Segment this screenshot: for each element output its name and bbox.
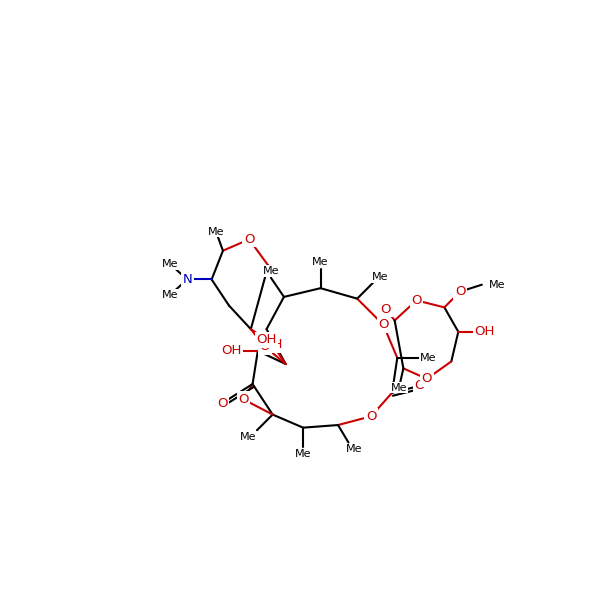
Text: Me: Me [240,432,256,442]
Text: OH: OH [256,333,277,346]
Text: Me: Me [263,266,279,276]
Text: O: O [378,318,389,331]
Text: O: O [455,285,465,298]
Text: OH: OH [221,344,242,358]
Text: Me: Me [313,257,329,267]
Text: OH: OH [474,325,494,338]
Text: Me: Me [346,445,362,454]
Text: O: O [244,233,254,246]
Text: OH: OH [262,338,283,352]
Text: Me: Me [391,383,407,392]
Text: Me: Me [489,280,505,290]
Text: Me: Me [295,449,311,459]
Text: O: O [381,302,391,316]
Text: O: O [260,340,270,353]
Text: Me: Me [161,290,178,300]
Text: O: O [238,393,248,406]
Text: N: N [182,273,192,286]
Text: O: O [366,410,376,423]
Text: O: O [217,397,227,410]
Text: O: O [415,379,425,392]
Text: O: O [411,294,422,307]
Text: Me: Me [161,259,178,269]
Text: O: O [422,373,432,385]
Text: Me: Me [419,353,436,363]
Text: Me: Me [208,227,224,236]
Text: Me: Me [371,272,388,282]
